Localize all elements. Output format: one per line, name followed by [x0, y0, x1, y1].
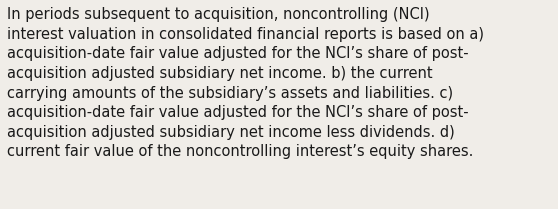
Text: In periods subsequent to acquisition, noncontrolling (NCI)
interest valuation in: In periods subsequent to acquisition, no…: [7, 7, 484, 159]
